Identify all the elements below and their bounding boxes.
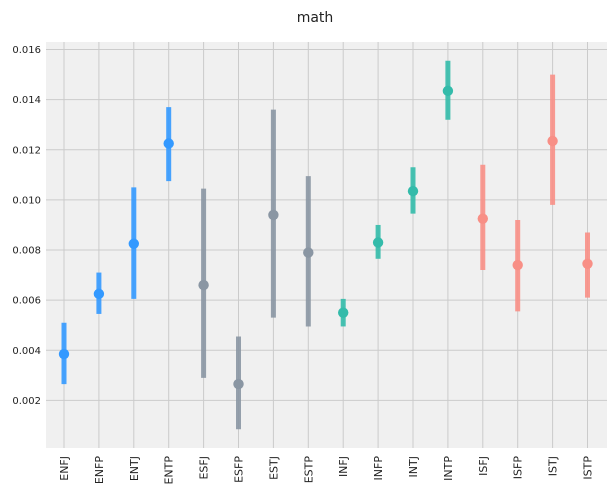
plot-background [46, 42, 607, 448]
x-tick-label: ISTJ [547, 456, 560, 476]
data-point [58, 348, 70, 360]
data-point [512, 259, 523, 271]
data-point [582, 258, 593, 269]
data-point [338, 307, 349, 318]
x-tick-label: ISFJ [477, 456, 490, 476]
y-tick-label: 0.010 [12, 195, 41, 206]
x-tick-label: ESTJ [267, 456, 280, 480]
x-tick-label: ENFP [93, 456, 106, 485]
y-tick-label: 0.012 [12, 145, 41, 156]
y-tick-label: 0.008 [12, 246, 41, 257]
x-tick-label: ENTJ [128, 456, 141, 481]
data-point [268, 209, 279, 221]
x-tick-label: ISTP [582, 456, 595, 480]
x-tick-label: ENTP [163, 456, 176, 485]
x-tick-label: ISFP [512, 456, 525, 480]
y-tick-label: 0.002 [12, 396, 41, 407]
x-tick-label: ENFJ [58, 456, 71, 481]
x-tick-label: INTJ [407, 456, 420, 477]
x-tick-label: INTP [442, 456, 455, 481]
data-point [407, 185, 419, 197]
data-point [442, 85, 454, 97]
data-point [477, 213, 488, 224]
x-tick-label: INFP [372, 456, 385, 481]
data-point [93, 288, 105, 300]
data-point [303, 247, 314, 258]
x-tick-label: ESFP [233, 456, 246, 483]
data-point [372, 237, 384, 248]
data-point [128, 238, 139, 249]
data-point [233, 378, 244, 390]
x-tick-label: INFJ [337, 456, 350, 477]
y-tick-label: 0.006 [12, 296, 41, 307]
y-tick-label: 0.016 [12, 45, 41, 56]
x-tick-label: ESTP [302, 456, 315, 484]
data-point [163, 138, 174, 149]
y-tick-label: 0.004 [12, 346, 41, 357]
x-tick-label: ESFJ [198, 456, 211, 480]
data-point [198, 279, 209, 291]
chart-title: math [297, 10, 334, 26]
data-point [547, 135, 558, 147]
y-tick-label: 0.014 [12, 95, 41, 106]
